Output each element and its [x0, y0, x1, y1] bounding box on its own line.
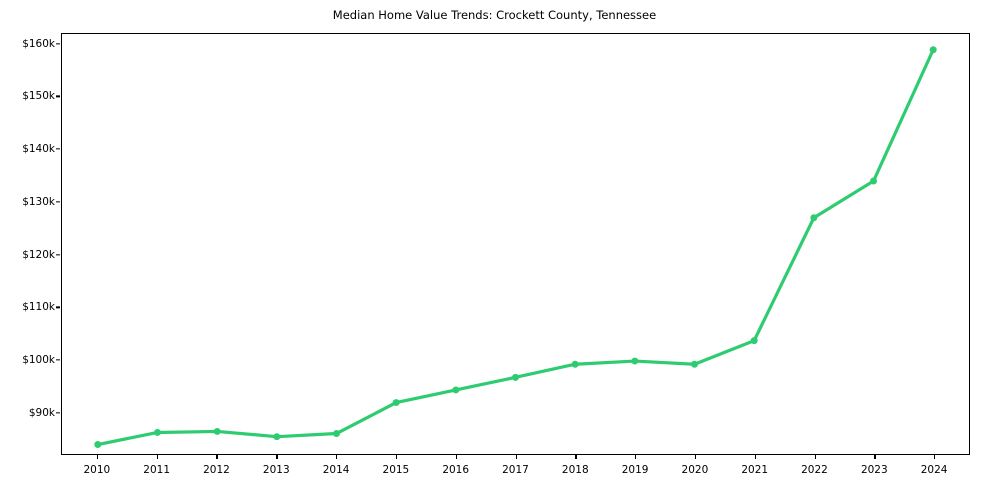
x-tick-mark — [455, 455, 457, 459]
y-tick-mark — [56, 253, 60, 256]
y-tick-label: $100k — [22, 354, 55, 367]
x-tick-label: 2013 — [262, 464, 290, 476]
data-point-marker — [94, 441, 102, 449]
x-tick-mark — [336, 455, 338, 459]
x-tick-label: 2018 — [561, 464, 589, 476]
y-tick-mark — [56, 412, 60, 414]
x-tick-label: 2020 — [681, 464, 709, 476]
line-chart-svg — [94, 46, 937, 449]
x-tick-label: 2022 — [801, 464, 828, 476]
data-point-marker — [512, 373, 519, 381]
y-tick-label: $130k — [22, 195, 55, 208]
data-point-marker — [332, 430, 340, 438]
x-tick-mark — [934, 455, 936, 459]
y-tick-mark — [56, 42, 60, 45]
data-point-marker — [153, 428, 161, 436]
data-point-marker — [452, 386, 460, 394]
x-tick-label: 2010 — [83, 464, 111, 476]
data-point-marker — [571, 360, 579, 368]
y-tick-mark — [56, 201, 60, 203]
x-tick-mark — [96, 455, 99, 459]
x-tick-label: 2016 — [442, 464, 470, 476]
x-tick-mark — [515, 455, 517, 459]
x-tick-label: 2017 — [502, 464, 529, 476]
y-tick-mark — [56, 148, 60, 150]
y-tick-label: $160k — [22, 37, 55, 50]
y-tick-label: $90k — [28, 406, 55, 419]
data-point-marker — [750, 337, 758, 345]
x-axis-tick-labels: 2010 2011 2012 2013 2014 2015 2016 2017 2018 2019… — [0, 455, 989, 490]
data-point-marker — [929, 46, 937, 54]
x-tick-label: 2015 — [382, 464, 410, 476]
x-tick-mark — [635, 455, 637, 459]
x-tick-label: 2021 — [741, 464, 769, 476]
x-tick-label: 2024 — [920, 464, 948, 476]
data-point-marker — [631, 357, 639, 365]
y-tick-mark — [56, 359, 60, 361]
x-tick-mark — [216, 455, 218, 459]
data-point-marker — [273, 433, 281, 441]
x-tick-mark — [814, 455, 816, 459]
data-point-marker — [392, 399, 400, 407]
data-point-marker — [870, 177, 878, 185]
y-axis-tick-labels: $90k $100k $110k $120k $130k $140k $150k $160k — [0, 0, 55, 490]
x-tick-mark — [754, 455, 756, 459]
x-tick-mark — [575, 455, 577, 459]
y-tick-mark — [56, 95, 60, 97]
data-point-marker — [213, 427, 221, 435]
y-tick-label: $110k — [22, 301, 55, 314]
x-tick-mark — [156, 455, 158, 459]
y-tick-label: $150k — [22, 90, 55, 103]
y-tick-label: $120k — [22, 248, 55, 261]
x-tick-mark — [276, 455, 278, 459]
x-tick-mark — [874, 455, 876, 459]
x-tick-label: 2023 — [860, 464, 888, 476]
x-tick-label: 2012 — [203, 464, 230, 476]
data-line — [98, 50, 933, 445]
data-point-marker — [691, 360, 699, 368]
x-tick-mark — [395, 455, 398, 459]
data-point-marker — [810, 214, 818, 222]
y-axis-tick-marks — [56, 0, 61, 490]
x-tick-label: 2019 — [621, 464, 649, 476]
x-tick-mark — [694, 455, 697, 459]
plot-area — [61, 33, 970, 455]
x-tick-label: 2011 — [143, 464, 171, 476]
chart-title: Median Home Value Trends: Crockett Count… — [332, 8, 657, 22]
y-tick-label: $140k — [22, 143, 55, 156]
x-tick-label: 2014 — [322, 464, 350, 476]
y-tick-mark — [56, 306, 60, 308]
